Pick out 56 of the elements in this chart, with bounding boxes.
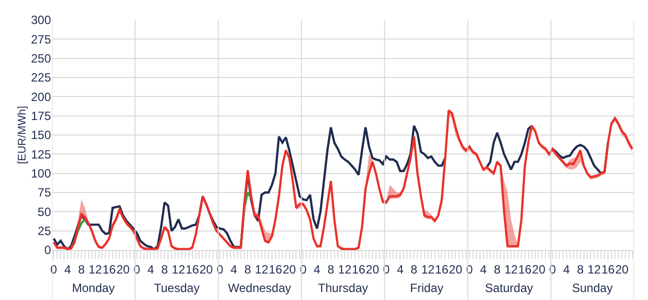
x-tick-label: 16 <box>102 262 116 276</box>
y-tick-label: 100 <box>30 166 52 181</box>
x-tick-label: 20 <box>116 262 130 276</box>
text: Thursday <box>318 281 368 295</box>
x-tick-label: 12 <box>504 262 518 276</box>
x-tick-label: 8 <box>161 262 168 276</box>
x-tick-label: 12 <box>338 262 352 276</box>
x-tick-label: 16 <box>268 262 282 276</box>
x-tick-label: 8 <box>410 262 418 276</box>
x-tick-label: 12 <box>254 262 269 276</box>
x-tick-label: 4 <box>480 262 487 276</box>
x-tick-label: 4 <box>147 262 154 276</box>
x-tick-label: 4 <box>396 262 404 276</box>
text: Sunday <box>572 281 613 295</box>
y-axis-title: [EUR/MWh] <box>16 106 29 164</box>
x-tick-label: 16 <box>352 262 366 276</box>
y-tick-label: 75 <box>38 186 52 200</box>
x-tick-label: 16 <box>435 262 449 276</box>
x-tick-label: 4 <box>64 262 72 276</box>
x-tick-label: 8 <box>244 262 252 276</box>
x-tick-label: 4 <box>563 262 570 276</box>
x-tick-label: 16 <box>601 262 616 276</box>
y-tick-label: 250 <box>30 52 52 66</box>
y-tick-label: 200 <box>30 90 52 104</box>
x-tick-label: 8 <box>576 262 584 276</box>
text: Saturday <box>485 281 534 295</box>
x-tick-label: 20 <box>366 262 380 276</box>
y-tick-label: 125 <box>30 147 52 162</box>
y-tick-label: 175 <box>30 109 52 124</box>
x-tick-label: 20 <box>532 262 546 276</box>
text: Monday <box>72 281 115 295</box>
text: Friday <box>410 281 444 295</box>
y-tick-label: 300 <box>30 13 52 28</box>
x-tick-label: 20 <box>282 262 296 276</box>
text: Wednesday <box>228 281 292 295</box>
y-tick-label: 225 <box>30 70 52 85</box>
x-tick-label: 20 <box>199 262 214 276</box>
x-tick-label: 4 <box>230 262 238 276</box>
x-tick-label: 20 <box>615 262 629 276</box>
x-tick-label: 8 <box>328 262 335 276</box>
x-tick-label: 12 <box>421 262 435 276</box>
x-tick-label: 16 <box>518 262 532 276</box>
y-tick-label: 50 <box>38 204 52 219</box>
x-tick-label: 16 <box>186 262 200 276</box>
x-tick-label: 8 <box>78 262 86 276</box>
y-tick-label: 25 <box>38 224 52 238</box>
x-tick-label: 12 <box>587 262 602 276</box>
y-tick-label: 0 <box>44 243 52 258</box>
x-tick-label: 12 <box>172 262 186 276</box>
y-tick-label: 275 <box>30 32 52 46</box>
x-tick-label: 20 <box>448 262 463 276</box>
y-tick-label: 150 <box>30 128 52 142</box>
x-tick-label: 8 <box>494 262 501 276</box>
text: Tuesday <box>154 281 200 295</box>
x-tick-label: 12 <box>88 262 102 276</box>
x-tick-label: 4 <box>314 262 321 276</box>
